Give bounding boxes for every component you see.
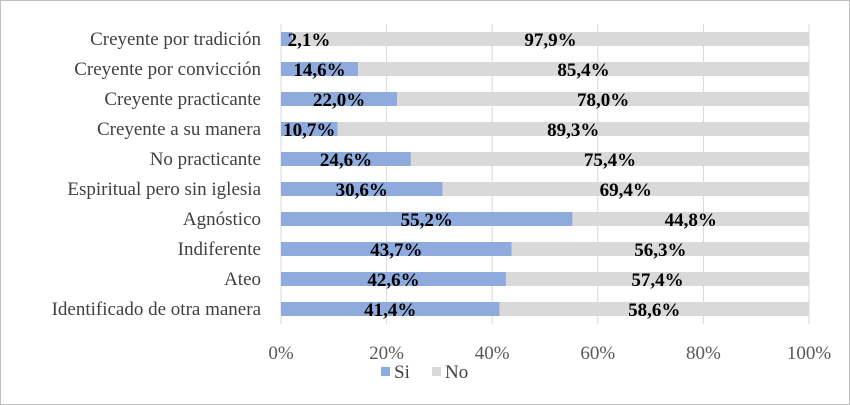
bar-si xyxy=(281,182,443,196)
data-label-no: 58,6% xyxy=(628,300,680,321)
data-label-no: 89,3% xyxy=(547,120,599,141)
category-label: Creyente practicante xyxy=(104,89,261,110)
data-label-si: 24,6% xyxy=(320,150,372,171)
data-label-si: 2,1% xyxy=(288,30,331,51)
data-label-si: 43,7% xyxy=(370,240,422,261)
legend-swatch xyxy=(432,367,441,376)
legend-label: Si xyxy=(394,362,410,383)
bar-si xyxy=(281,62,359,76)
bar-si xyxy=(281,92,398,106)
category-label: Creyente a su manera xyxy=(97,119,262,140)
bar-no xyxy=(397,92,809,106)
data-label-no: 97,9% xyxy=(524,30,576,51)
bar-no xyxy=(358,62,809,76)
data-label-no: 75,4% xyxy=(584,150,636,171)
bar-si xyxy=(281,122,338,136)
category-label: Creyente por tradición xyxy=(90,29,261,50)
x-tick-label: 20% xyxy=(369,343,404,364)
bar-no xyxy=(505,272,809,286)
legend-swatch xyxy=(381,367,390,376)
category-label: No practicante xyxy=(150,149,261,170)
data-label-si: 10,7% xyxy=(283,120,335,141)
data-label-si: 14,6% xyxy=(293,60,345,81)
data-label-no: 57,4% xyxy=(631,270,683,291)
bar-si xyxy=(281,212,573,226)
bar-si xyxy=(281,32,293,46)
category-label: Espiritual pero sin iglesia xyxy=(67,179,261,200)
category-label: Agnóstico xyxy=(183,209,261,230)
x-tick-label: 80% xyxy=(686,343,721,364)
data-label-si: 42,6% xyxy=(367,270,419,291)
x-tick-label: 40% xyxy=(475,343,510,364)
bar-si xyxy=(281,242,512,256)
bar-no xyxy=(572,212,809,226)
bar-si xyxy=(281,152,411,166)
data-label-si: 41,4% xyxy=(364,300,416,321)
bar-no xyxy=(511,242,809,256)
x-tick-label: 100% xyxy=(787,343,832,364)
bar-si xyxy=(281,302,500,316)
data-label-si: 55,2% xyxy=(401,210,453,231)
category-label: Ateo xyxy=(224,269,261,290)
legend-label: No xyxy=(445,362,468,383)
x-tick-label: 0% xyxy=(268,343,294,364)
data-label-no: 78,0% xyxy=(577,90,629,111)
category-label: Creyente por convicción xyxy=(74,59,261,80)
data-label-no: 85,4% xyxy=(557,60,609,81)
x-tick-label: 60% xyxy=(580,343,615,364)
data-label-no: 56,3% xyxy=(634,240,686,261)
bar-no xyxy=(410,152,809,166)
data-label-si: 22,0% xyxy=(313,90,365,111)
bar-no xyxy=(337,122,809,136)
data-label-si: 30,6% xyxy=(336,180,388,201)
data-label-no: 44,8% xyxy=(665,210,717,231)
bar-no xyxy=(499,302,809,316)
bar-no xyxy=(292,32,809,46)
data-label-no: 69,4% xyxy=(600,180,652,201)
category-label: Indiferente xyxy=(178,239,261,260)
bar-si xyxy=(281,272,506,286)
category-label: Identificado de otra manera xyxy=(52,299,262,320)
bar-no xyxy=(442,182,809,196)
